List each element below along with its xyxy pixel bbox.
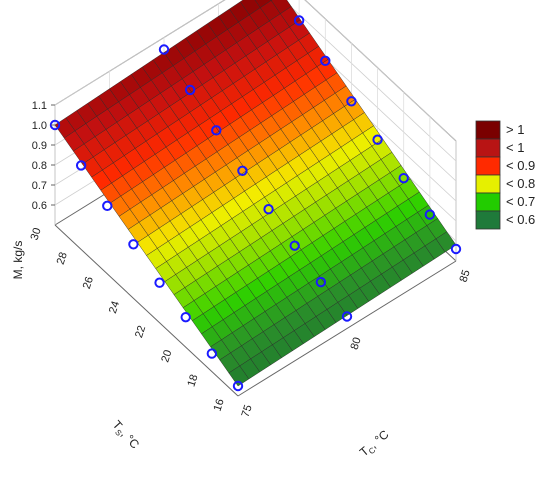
legend-label: > 1 <box>506 122 524 137</box>
data-point <box>129 240 137 248</box>
data-point <box>182 313 190 321</box>
legend-label: < 0.6 <box>506 212 535 227</box>
data-point <box>208 349 216 357</box>
ts-tick-label: 26 <box>81 275 96 290</box>
x-axis-label: TS, °C <box>108 418 142 453</box>
ts-tick-label: 30 <box>29 226 44 241</box>
z-tick-label: 0.7 <box>32 180 47 192</box>
surface-mesh <box>55 0 456 386</box>
z-axis-label: M, kg/s <box>11 241 25 280</box>
legend-swatch <box>476 211 500 229</box>
legend-swatch <box>476 139 500 157</box>
ts-tick-label: 24 <box>107 300 122 315</box>
data-point <box>155 279 163 287</box>
legend-label: < 0.9 <box>506 158 535 173</box>
data-point <box>103 202 111 210</box>
ts-tick-label: 20 <box>159 349 174 364</box>
z-tick-label: 0.6 <box>32 200 47 212</box>
tc-tick-label: 85 <box>458 268 473 283</box>
y-axis-label: TC, °C <box>357 427 393 461</box>
legend-swatch <box>476 193 500 211</box>
z-tick-label: 1.0 <box>32 120 47 132</box>
ts-tick-label: 16 <box>212 397 227 412</box>
z-tick-label: 0.8 <box>32 160 47 172</box>
tc-tick-label: 80 <box>349 336 364 351</box>
ts-tick-label: 22 <box>133 324 148 339</box>
legend: > 1 < 1 < 0.9 < 0.8 < 0.7 < 0.6 <box>476 121 535 229</box>
ts-tick-label: 28 <box>55 251 70 266</box>
legend-swatch <box>476 157 500 175</box>
legend-label: < 0.7 <box>506 194 535 209</box>
tc-tick-label: 75 <box>240 403 255 418</box>
z-tick-label: 1.1 <box>32 100 47 112</box>
z-tick-label: 0.9 <box>32 140 47 152</box>
legend-label: < 0.8 <box>506 176 535 191</box>
legend-label: < 1 <box>506 140 524 155</box>
legend-swatch <box>476 121 500 139</box>
ts-tick-label: 18 <box>185 373 200 388</box>
legend-swatch <box>476 175 500 193</box>
